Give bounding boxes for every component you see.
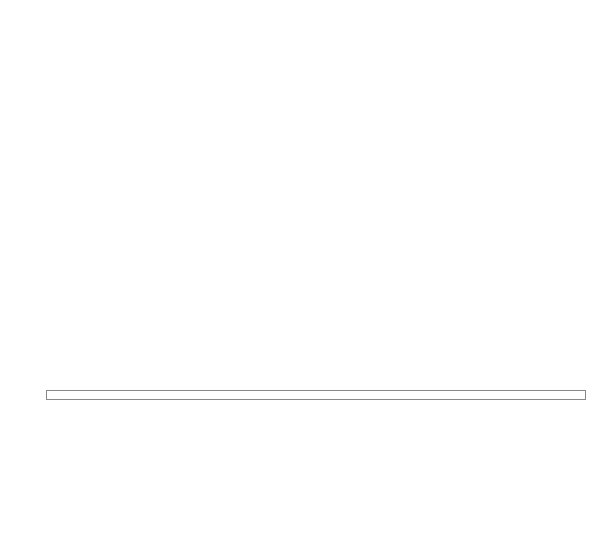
chart-svg <box>46 18 346 168</box>
chart-container <box>0 0 600 560</box>
chart-subtitle <box>0 8 600 18</box>
legend <box>46 390 586 400</box>
y-axis <box>0 18 44 348</box>
chart-title <box>0 0 600 8</box>
x-axis <box>46 348 586 386</box>
chart-plot-area <box>46 18 586 348</box>
